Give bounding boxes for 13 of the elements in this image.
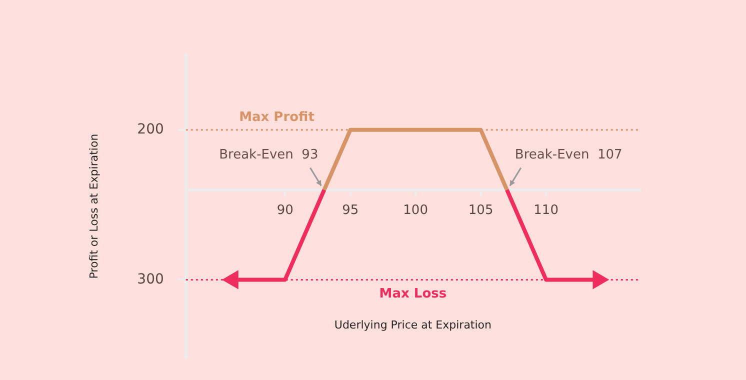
annotation: Break-Even 107	[514, 148, 622, 163]
x-axis-title: Uderlying Price at Expiration	[334, 318, 492, 332]
x-tick-label: 95	[342, 202, 359, 218]
x-tick-label: 105	[468, 202, 494, 218]
y-tick-label: 200	[137, 122, 164, 138]
y-tick-label: 300	[137, 271, 164, 288]
annotation: Break-Even 93	[219, 148, 318, 163]
ref-line-label: Max Loss	[379, 286, 447, 302]
y-axis-title: Profit or Loss at Expiration	[87, 134, 100, 279]
x-tick-label: 100	[403, 202, 428, 218]
x-tick-label: 110	[534, 202, 558, 218]
ref-line-label: Max Profit	[239, 110, 314, 125]
x-tick-label: 90	[276, 202, 294, 218]
